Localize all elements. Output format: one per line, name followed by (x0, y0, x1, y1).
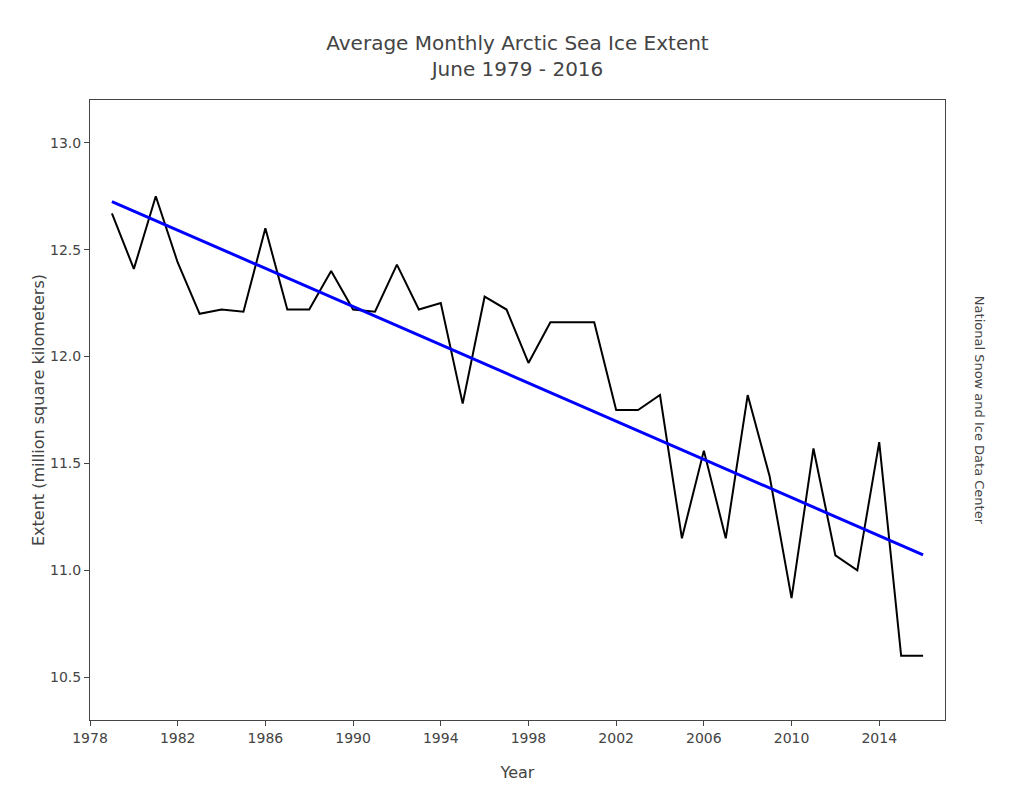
svg-text:Average Monthly Arctic Sea Ice: Average Monthly Arctic Sea Ice ExtentJun… (326, 31, 709, 81)
svg-text:2010: 2010 (774, 730, 810, 746)
svg-text:1986: 1986 (248, 730, 284, 746)
svg-text:Extent (million square kilomet: Extent (million square kilometers) (29, 274, 48, 546)
svg-text:12.0: 12.0 (50, 348, 81, 364)
svg-text:11.5: 11.5 (50, 455, 81, 471)
svg-text:1990: 1990 (335, 730, 371, 746)
svg-text:12.5: 12.5 (50, 242, 81, 258)
svg-text:10.5: 10.5 (50, 669, 81, 685)
svg-text:13.0: 13.0 (50, 135, 81, 151)
svg-text:1978: 1978 (72, 730, 108, 746)
svg-text:1994: 1994 (423, 730, 459, 746)
svg-text:1982: 1982 (160, 730, 196, 746)
svg-text:Year: Year (500, 763, 535, 782)
svg-text:2014: 2014 (861, 730, 897, 746)
svg-text:National Snow and Ice Data Cen: National Snow and Ice Data Center (972, 296, 987, 525)
svg-text:2002: 2002 (598, 730, 634, 746)
svg-text:1998: 1998 (511, 730, 547, 746)
svg-text:11.0: 11.0 (50, 562, 81, 578)
svg-text:2006: 2006 (686, 730, 722, 746)
